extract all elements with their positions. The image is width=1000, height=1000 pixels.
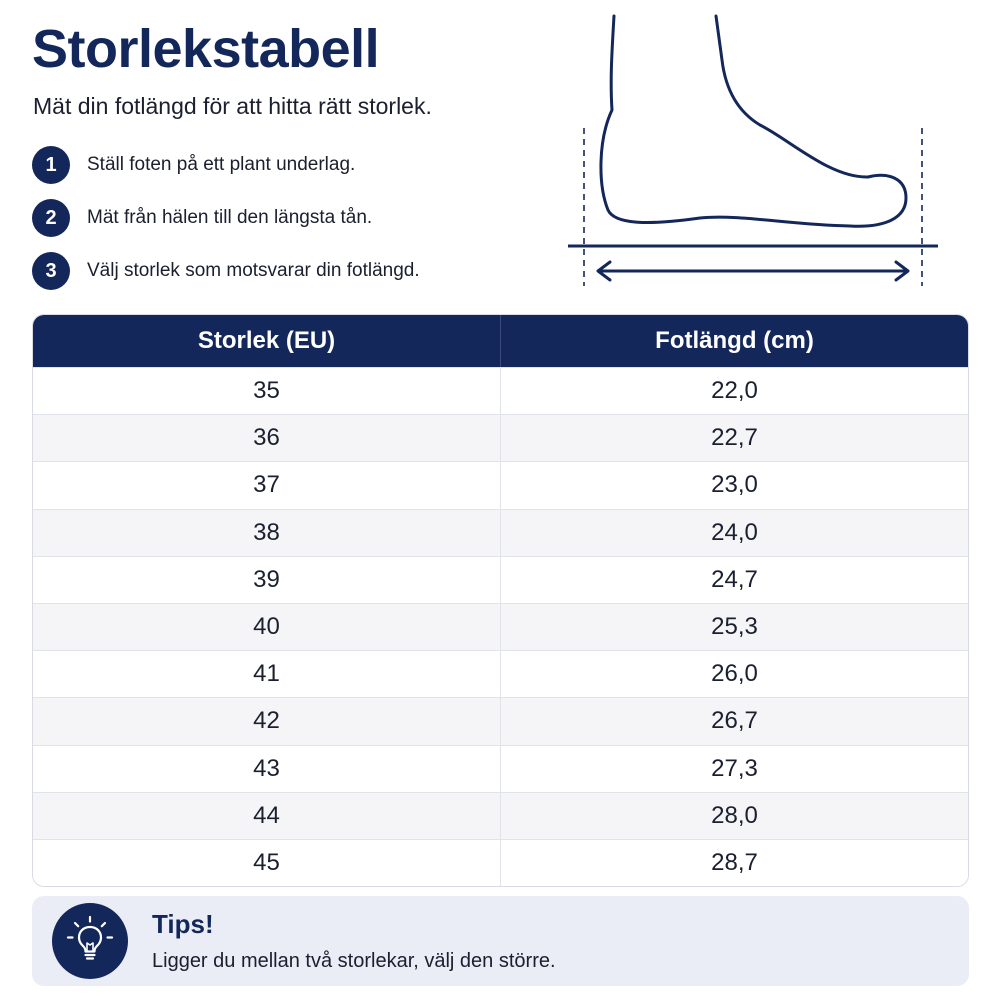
table-row: 36 22,7 <box>33 414 968 462</box>
length-cell: 22,7 <box>500 415 968 462</box>
size-cell: 35 <box>253 377 280 405</box>
tip-box: Tips! Ligger du mellan två storlekar, vä… <box>32 896 969 986</box>
instruction-steps: 1 Ställ foten på ett plant underlag. 2 M… <box>32 146 420 306</box>
size-cell: 40 <box>253 613 280 641</box>
tip-content: Tips! Ligger du mellan två storlekar, vä… <box>152 909 556 973</box>
step-number-badge: 1 <box>32 146 70 184</box>
arrow-right-icon <box>894 260 910 282</box>
lightbulb-icon <box>52 903 128 979</box>
step-1: 1 Ställ foten på ett plant underlag. <box>32 146 420 184</box>
size-cell: 41 <box>253 660 280 688</box>
table-row: 42 26,7 <box>33 697 968 745</box>
step-3: 3 Välj storlek som motsvarar din fotläng… <box>32 252 420 290</box>
length-cell: 26,0 <box>500 651 968 698</box>
length-cell: 22,0 <box>500 368 968 415</box>
length-cell: 24,7 <box>500 556 968 603</box>
table-row: 37 23,0 <box>33 461 968 509</box>
table-row: 40 25,3 <box>33 602 968 651</box>
table-row: 43 27,3 <box>33 744 968 792</box>
column-header-foot-length: Fotlängd (cm) <box>500 315 968 367</box>
table-row: 39 24,7 <box>33 555 968 603</box>
size-cell: 37 <box>253 471 280 499</box>
step-number-badge: 2 <box>32 199 70 237</box>
column-header-size: Storlek (EU) <box>197 327 336 354</box>
size-cell: 43 <box>253 754 280 782</box>
table-row: 38 24,0 <box>33 508 968 556</box>
length-cell: 28,7 <box>500 839 968 887</box>
step-text: Ställ foten på ett plant underlag. <box>87 154 356 175</box>
arrow-left-icon <box>596 260 612 282</box>
table-body: 35 22,0 36 22,7 37 23,0 38 24,0 39 24,7 40 25,… <box>33 367 968 887</box>
length-cell: 25,3 <box>500 603 968 651</box>
length-cell: 23,0 <box>500 462 968 509</box>
page-title: Storlekstabell <box>32 19 380 79</box>
size-cell: 45 <box>253 848 280 876</box>
length-cell: 28,0 <box>500 792 968 839</box>
step-text: Mät från hälen till den längsta tån. <box>87 207 373 228</box>
size-cell: 36 <box>253 424 280 452</box>
table-row: 41 26,0 <box>33 650 968 698</box>
table-row: 44 28,0 <box>33 791 968 839</box>
length-cell: 26,7 <box>500 698 968 745</box>
foot-measurement-illustration <box>568 14 938 286</box>
length-cell: 27,3 <box>500 745 968 792</box>
table-row: 35 22,0 <box>33 367 968 415</box>
tip-title: Tips! <box>152 909 214 939</box>
table-row: 45 28,7 <box>33 838 968 887</box>
page-subtitle: Mät din fotlängd för att hitta rätt stor… <box>33 93 432 119</box>
size-cell: 42 <box>253 707 280 735</box>
length-cell: 24,0 <box>500 509 968 556</box>
table-header: Storlek (EU) Fotlängd (cm) <box>33 315 968 367</box>
step-2: 2 Mät från hälen till den längsta tån. <box>32 199 420 237</box>
size-cell: 44 <box>253 801 280 829</box>
size-table: Storlek (EU) Fotlängd (cm) 35 22,0 36 22,7… <box>32 314 969 888</box>
tip-text: Ligger du mellan två storlekar, välj den… <box>152 950 556 972</box>
size-cell: 39 <box>253 565 280 593</box>
step-text: Välj storlek som motsvarar din fotlängd. <box>87 260 420 281</box>
foot-outline-icon <box>599 14 908 228</box>
step-number-badge: 3 <box>32 252 70 290</box>
size-cell: 38 <box>253 518 280 546</box>
